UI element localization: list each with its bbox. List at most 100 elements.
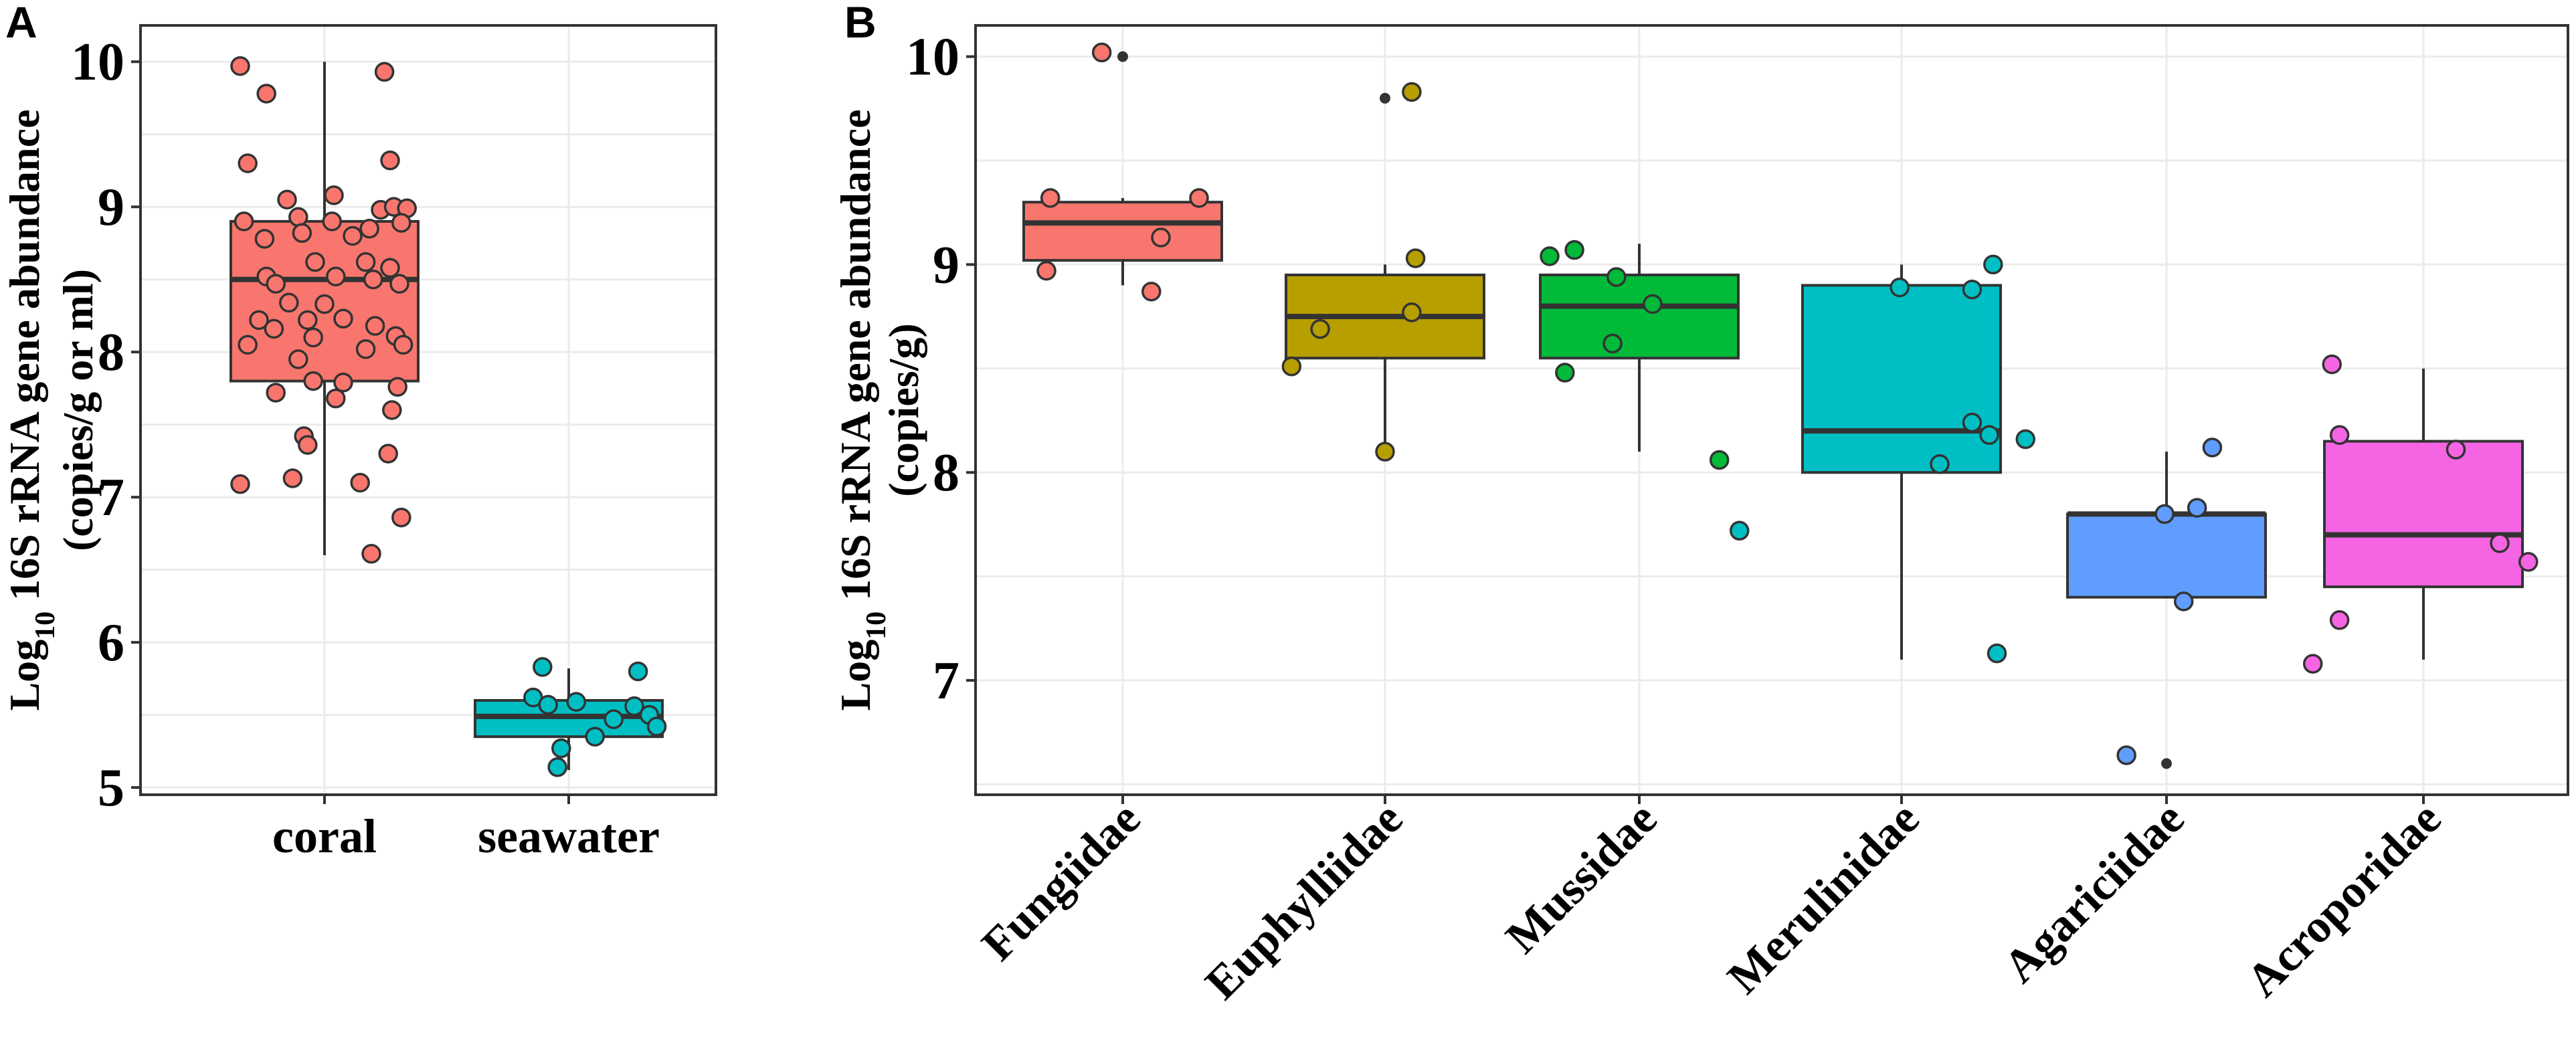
data-point: [1151, 227, 1171, 248]
data-point: [333, 308, 353, 329]
data-point: [1730, 520, 1750, 541]
y-axis-title-main: Log: [1, 640, 48, 711]
data-point: [343, 225, 363, 246]
group-euphylliidae: [1281, 82, 1485, 462]
data-point: [2329, 425, 2350, 446]
y-tick-label: 10: [906, 28, 959, 87]
data-point: [2490, 533, 2510, 553]
data-point: [1141, 282, 1162, 302]
data-point: [303, 371, 323, 391]
box: [1022, 201, 1223, 262]
data-point: [2202, 438, 2223, 458]
x-category-label: Euphylliidae: [1196, 793, 1412, 1009]
data-point: [1606, 267, 1627, 287]
y-tick-label: 10: [71, 33, 124, 92]
y-tick-label: 8: [933, 444, 959, 502]
data-point: [1987, 643, 2007, 664]
y-tick-label: 6: [98, 613, 124, 672]
data-point: [2116, 745, 2136, 765]
data-point: [256, 84, 276, 104]
data-point: [533, 657, 553, 677]
data-point: [314, 294, 335, 314]
data-point: [326, 388, 346, 409]
data-point: [585, 727, 605, 747]
data-point: [249, 310, 269, 330]
data-point: [1091, 42, 1112, 63]
data-point: [365, 316, 385, 336]
data-point: [389, 274, 409, 294]
data-point: [628, 661, 648, 682]
x-category-label: Merulinidae: [1718, 793, 1930, 1004]
data-point: [238, 334, 258, 355]
data-point: [266, 274, 286, 294]
outlier-point: [1117, 51, 1128, 62]
group-coral: [229, 56, 420, 564]
data-point: [238, 153, 258, 173]
data-point: [1564, 239, 1584, 260]
group-acroporidae: [2302, 354, 2539, 674]
y-axis-title-line2: (copies/g or ml): [54, 269, 102, 551]
y-tick-label: 9: [98, 178, 124, 237]
data-point: [1930, 454, 1950, 474]
data-point: [1040, 188, 1061, 208]
data-point: [387, 377, 407, 397]
data-point: [2302, 654, 2323, 674]
data-point: [604, 709, 624, 729]
data-point: [288, 349, 308, 369]
data-point: [1402, 302, 1422, 322]
data-point: [1983, 254, 2003, 275]
x-category-label: Agariciidae: [1994, 793, 2194, 993]
y-tick-label: 8: [98, 323, 124, 382]
data-point: [234, 211, 254, 231]
data-point: [1555, 363, 1575, 383]
data-point: [279, 292, 299, 313]
data-point: [538, 694, 558, 715]
data-point: [277, 189, 297, 210]
data-point: [1540, 246, 1560, 266]
y-tick-label: 5: [98, 759, 124, 817]
group-agariciidae: [2066, 438, 2267, 769]
data-point: [324, 185, 344, 205]
data-point: [2173, 591, 2194, 611]
data-point: [288, 207, 308, 227]
box: [1539, 273, 1740, 360]
data-point: [363, 269, 383, 290]
group-mussidae: [1539, 239, 1740, 470]
group-seawater: [474, 657, 667, 777]
group-fungiidae: [1022, 42, 1223, 302]
data-point: [1036, 261, 1056, 281]
y-tick-label: 9: [933, 235, 959, 294]
data-point: [1962, 412, 1983, 433]
data-point: [1310, 319, 1330, 339]
data-point: [646, 716, 667, 737]
data-point: [1709, 450, 1730, 470]
data-point: [2015, 429, 2035, 450]
data-point: [566, 692, 586, 712]
panel-label: A: [5, 0, 37, 47]
data-point: [1281, 356, 1302, 377]
x-category-label: Acroporidae: [2237, 793, 2451, 1007]
data-point: [2446, 440, 2466, 460]
data-point: [378, 444, 398, 464]
box: [1801, 284, 2002, 474]
x-category-label: Fungiidae: [972, 793, 1150, 971]
data-point: [1602, 333, 1623, 354]
data-point: [391, 213, 411, 233]
data-point: [1962, 279, 1983, 300]
data-point: [2154, 504, 2175, 524]
data-point: [2518, 552, 2539, 572]
outlier-point: [2161, 758, 2172, 769]
data-point: [298, 435, 318, 455]
data-point: [266, 383, 286, 403]
data-point: [2322, 354, 2342, 375]
data-point: [298, 310, 318, 330]
data-point: [391, 507, 411, 528]
data-point: [2187, 498, 2207, 518]
y-axis-title-rest: 16S rRNA gene abundance: [832, 110, 879, 611]
data-point: [1890, 277, 1910, 298]
y-axis-title-line2: (copies/g): [880, 323, 927, 497]
data-point: [1189, 188, 1209, 208]
data-point: [374, 62, 395, 82]
data-point: [382, 400, 402, 420]
